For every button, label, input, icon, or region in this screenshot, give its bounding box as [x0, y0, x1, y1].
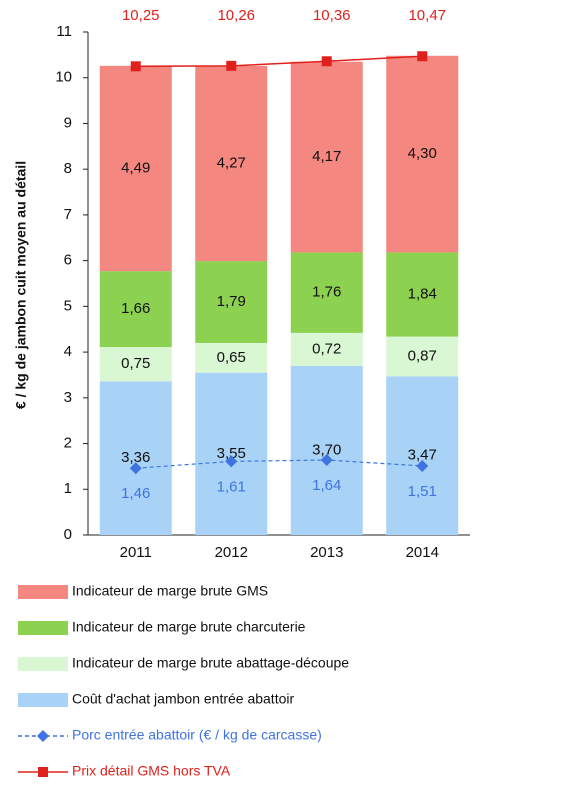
line-marker — [417, 51, 428, 62]
y-tick-label: 0 — [64, 526, 72, 543]
value-label: 3,55 — [217, 445, 246, 462]
x-tick-label: 2013 — [310, 544, 343, 561]
value-label: 0,72 — [312, 340, 341, 357]
value-label: 4,30 — [408, 145, 437, 162]
legend-label: Indicateur de marge brute GMS — [72, 583, 268, 599]
legend-marker — [38, 767, 48, 777]
legend-label: Coût d'achat jambon entrée abattoir — [72, 691, 294, 707]
value-label: 4,17 — [312, 148, 341, 165]
bar-segment — [195, 261, 268, 343]
value-label: 0,87 — [408, 347, 437, 364]
bar-segment — [386, 336, 459, 377]
legend-swatch — [18, 621, 68, 635]
value-label: 10,26 — [217, 7, 255, 24]
line-marker — [321, 56, 332, 67]
line — [135, 459, 423, 469]
line-marker — [416, 459, 429, 472]
bar-segment — [99, 381, 172, 535]
bar-segment — [99, 347, 172, 382]
value-label: 1,51 — [408, 483, 437, 500]
value-label: 1,66 — [121, 300, 150, 317]
bar-segment — [386, 376, 459, 535]
y-tick-label: 10 — [55, 69, 72, 86]
value-label: 1,64 — [312, 477, 341, 494]
value-label: 0,75 — [121, 355, 150, 372]
y-tick-label: 2 — [64, 435, 72, 452]
value-label: 1,46 — [121, 485, 150, 502]
value-label: 0,65 — [217, 349, 246, 366]
y-tick-label: 5 — [64, 297, 72, 314]
x-tick-label: 2011 — [120, 544, 152, 561]
legend-label: Indicateur de marge brute charcuterie — [72, 619, 306, 635]
value-label: 4,27 — [217, 154, 246, 171]
bar-segment — [290, 332, 363, 366]
line-marker — [226, 60, 237, 71]
bar-segment — [195, 372, 268, 535]
legend-label: Prix détail GMS hors TVA — [72, 763, 231, 779]
value-label: 3,36 — [121, 449, 150, 466]
legend-label: Indicateur de marge brute abattage-décou… — [72, 655, 349, 671]
y-tick-label: 9 — [64, 114, 72, 131]
value-label: 3,70 — [312, 441, 341, 458]
line-marker — [320, 454, 333, 467]
line — [135, 55, 423, 68]
line-marker — [129, 462, 142, 475]
bar-segment — [386, 252, 459, 337]
y-tick-label: 4 — [64, 343, 72, 360]
y-tick-label: 6 — [64, 252, 72, 269]
value-label: 1,61 — [217, 478, 246, 495]
legend-swatch — [18, 657, 68, 671]
value-label: 4,49 — [121, 159, 150, 176]
y-tick-label: 3 — [64, 389, 72, 406]
value-label: 1,79 — [217, 293, 246, 310]
legend-swatch — [18, 693, 68, 707]
y-tick-label: 1 — [64, 480, 72, 497]
y-tick-label: 11 — [56, 23, 72, 40]
line-marker — [225, 455, 238, 468]
legend-label: Porc entrée abattoir (€ / kg de carcasse… — [72, 727, 322, 743]
y-tick-label: 7 — [64, 206, 72, 223]
y-tick-label: 8 — [64, 160, 72, 177]
x-tick-label: 2012 — [215, 544, 248, 561]
bar-segment — [290, 252, 363, 333]
value-label: 1,76 — [312, 284, 341, 301]
bar-segment — [290, 365, 363, 535]
value-label: 3,47 — [408, 447, 437, 464]
bar-segment — [386, 55, 459, 253]
bar-segment — [195, 342, 268, 373]
y-axis-title: € / kg de jambon cuit moyen au détail — [13, 161, 29, 409]
x-tick-label: 2014 — [406, 544, 439, 561]
legend-swatch — [18, 585, 68, 599]
bar-segment — [99, 65, 172, 272]
legend-marker — [37, 730, 49, 742]
bar-segment — [195, 65, 268, 262]
value-label: 1,84 — [408, 285, 437, 302]
bar-segment — [99, 271, 172, 348]
value-label: 10,47 — [408, 7, 446, 24]
value-label: 10,25 — [122, 7, 160, 24]
line-marker — [130, 61, 141, 72]
bar-segment — [290, 61, 363, 253]
value-label: 10,36 — [313, 7, 351, 24]
